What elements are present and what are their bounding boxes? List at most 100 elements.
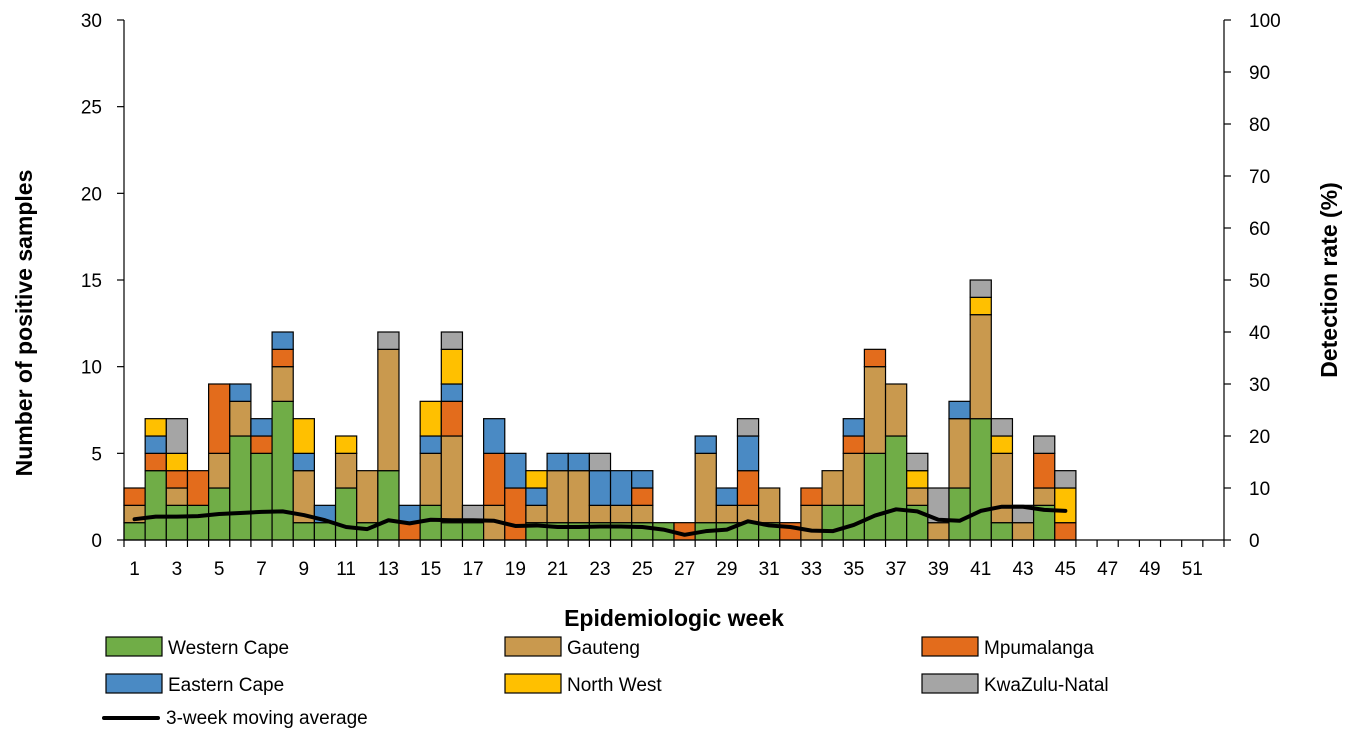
bar-segment: [356, 470, 379, 524]
x-tick-label: 9: [299, 559, 310, 580]
x-axis-title: Epidemiologic week: [564, 605, 784, 631]
bar-segment: [631, 470, 654, 489]
legend-swatch: [921, 673, 979, 694]
bar-segment: [334, 487, 358, 541]
bar-segment: [271, 400, 294, 541]
bar-segment: [165, 487, 189, 506]
bars-layer: [123, 279, 1077, 541]
legend-swatch: [504, 636, 562, 657]
x-tick-label: 45: [1055, 559, 1076, 580]
bar-segment: [567, 452, 590, 472]
bar-segment: [927, 522, 950, 541]
bar-segment: [271, 331, 294, 350]
y-tick-label: 10: [81, 358, 102, 379]
bar-segment: [1011, 522, 1035, 541]
bar-segment: [990, 418, 1014, 437]
bar-segment: [186, 470, 210, 506]
bar-segment: [144, 452, 167, 472]
bar-segment: [186, 504, 210, 541]
y2-tick-label: 90: [1249, 63, 1270, 84]
bar-segment: [821, 504, 844, 541]
bar-segment: [440, 383, 464, 402]
bar-segment: [1054, 522, 1077, 541]
x-tick-label: 25: [632, 559, 653, 580]
bar-segment: [229, 400, 252, 437]
legend-label: 3-week moving average: [166, 708, 368, 729]
y2-tick-label: 30: [1249, 375, 1270, 396]
bar-segment: [525, 487, 548, 506]
legend-label: Eastern Cape: [168, 675, 284, 696]
bar-segment: [948, 487, 971, 541]
bar-segment: [842, 452, 865, 506]
bar-segment: [842, 418, 865, 437]
bar-segment: [440, 435, 464, 524]
moving-average-layer: [132, 504, 1068, 537]
y-tick-label: 15: [81, 271, 102, 292]
bar-segment: [313, 522, 337, 541]
bar-segment: [440, 348, 464, 385]
y-tick-label: 0: [91, 531, 102, 552]
bar-segment: [715, 487, 739, 506]
bar-segment: [250, 418, 273, 437]
bar-segment: [504, 452, 527, 489]
bar-segment: [419, 435, 442, 454]
bar-segment: [631, 487, 654, 506]
bar-segment: [948, 418, 971, 489]
bar-segment: [800, 504, 823, 541]
bar-segment: [165, 470, 189, 489]
moving-average-line: [132, 504, 1068, 537]
bar-segment: [609, 470, 633, 506]
bar-segment: [229, 383, 252, 402]
legend-swatch: [504, 673, 562, 694]
bar-segment: [736, 470, 760, 506]
legend-label: KwaZulu-Natal: [984, 675, 1109, 696]
x-tick-label: 17: [462, 559, 483, 580]
bar-segment: [271, 348, 294, 368]
bar-segment: [969, 279, 992, 298]
bar-segment: [144, 418, 167, 437]
bar-segment: [800, 487, 823, 506]
x-tick-label: 43: [1012, 559, 1033, 580]
bar-segment: [483, 418, 506, 454]
bar-segment: [694, 435, 717, 454]
x-tick-label: 31: [759, 559, 780, 580]
bar-segment: [588, 504, 612, 524]
legend-swatch: [105, 673, 163, 694]
x-tick-label: 39: [928, 559, 949, 580]
y-tick-label: 30: [81, 11, 102, 32]
bar-segment: [884, 435, 908, 541]
bar-segment: [842, 435, 865, 454]
bar-segment: [694, 452, 717, 524]
bar-segment: [292, 452, 315, 472]
y2-tick-label: 100: [1249, 11, 1281, 32]
legend-label: Mpumalanga: [984, 638, 1094, 659]
legend-label: North West: [567, 675, 662, 696]
bar-segment: [123, 487, 146, 506]
x-tick-label: 13: [378, 559, 399, 580]
bar-segment: [969, 314, 992, 420]
bar-segment: [631, 504, 654, 524]
bar-segment: [440, 331, 464, 350]
bar-segment: [1033, 487, 1056, 506]
bar-segment: [377, 470, 400, 541]
bar-segment: [906, 470, 929, 489]
bar-segment: [165, 452, 189, 472]
y2-tick-label: 80: [1249, 115, 1270, 136]
bar-segment: [461, 522, 485, 541]
y2-tick-label: 40: [1249, 323, 1270, 344]
bar-segment: [271, 366, 294, 402]
bar-segment: [863, 452, 887, 541]
y2-tick-label: 0: [1249, 531, 1260, 552]
bar-segment: [990, 522, 1014, 541]
x-tick-label: 41: [970, 559, 991, 580]
bar-segment: [165, 504, 189, 541]
x-tick-label: 35: [843, 559, 864, 580]
bar-segment: [969, 296, 992, 316]
x-tick-label: 15: [420, 559, 441, 580]
bar-segment: [525, 504, 548, 524]
bar-segment: [588, 452, 612, 472]
bar-segment: [334, 435, 358, 454]
bar-segment: [165, 418, 189, 454]
bar-segment: [144, 470, 167, 541]
